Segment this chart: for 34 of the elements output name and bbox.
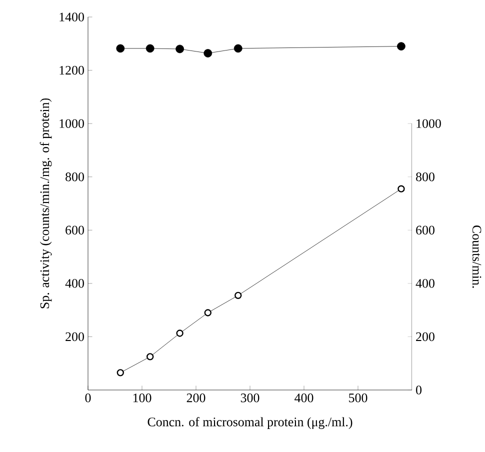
y-tick-label: 1400 — [60, 12, 84, 22]
x-tick-label: 100 — [133, 394, 152, 402]
point — [234, 292, 242, 300]
point — [204, 49, 212, 58]
y2-tick-label: 200 — [416, 332, 434, 342]
point — [397, 42, 406, 50]
y2-axis-title: Counts/min. — [472, 226, 482, 288]
y-tick-label: 400 — [65, 279, 84, 288]
point — [146, 353, 154, 360]
point — [146, 44, 154, 53]
x-axis-title: Concn. of microsomal protein (μg./ml.) — [148, 417, 352, 430]
y-axis-title: Sp. activity (counts/min./mg. of protein) — [40, 98, 52, 308]
point — [116, 44, 125, 53]
x-tick-label: 0 — [85, 394, 91, 402]
y2-tick-label: 400 — [416, 279, 434, 288]
point — [176, 44, 184, 54]
x-tick-label: 300 — [240, 394, 260, 402]
point — [234, 44, 242, 53]
x-tick-label: 500 — [349, 394, 368, 402]
point — [204, 309, 212, 316]
x-tick-label: 400 — [294, 394, 314, 402]
point — [116, 369, 124, 376]
y2-tick-label: 1000 — [416, 119, 441, 128]
y-tick-label: 600 — [66, 226, 84, 235]
y-tick-label: 800 — [66, 172, 84, 182]
y2-tick-label: 600 — [416, 226, 434, 235]
y-tick-label: 1200 — [60, 66, 84, 75]
point — [176, 330, 184, 337]
point — [398, 185, 405, 192]
y-tick-label: 200 — [66, 332, 84, 342]
x-tick-label: 200 — [186, 394, 206, 402]
y2-tick-label: 800 — [416, 172, 434, 182]
y2-tick-label: 0 — [416, 386, 422, 394]
y-tick-label: 1000 — [60, 119, 84, 128]
